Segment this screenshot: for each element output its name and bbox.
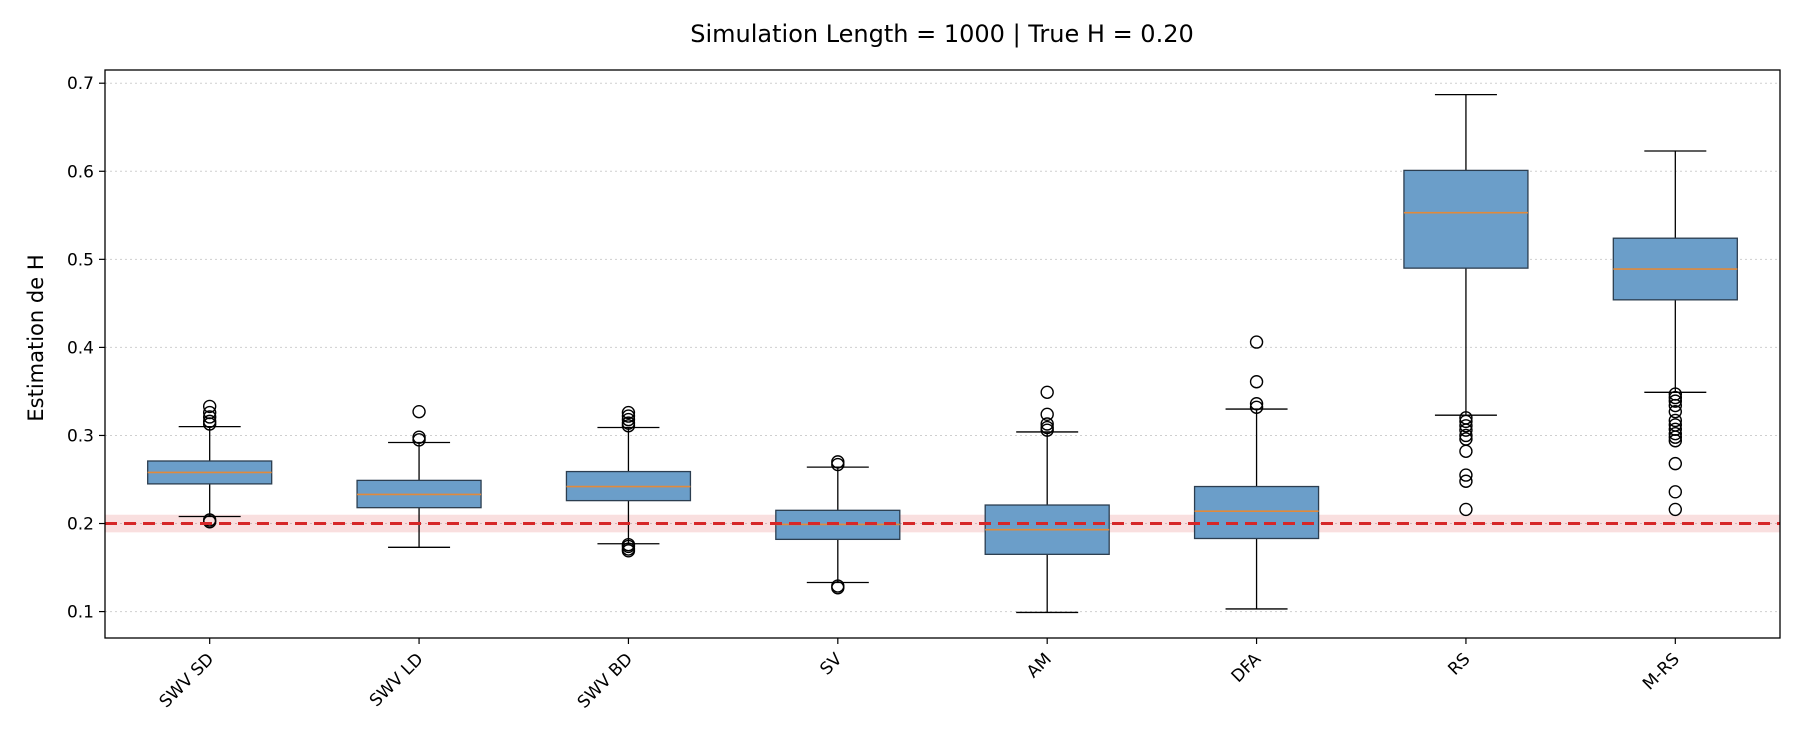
outlier-point — [1040, 417, 1054, 431]
outlier-point — [1668, 434, 1683, 448]
y-tick-label: 0.4 — [67, 338, 94, 358]
outlier-point — [621, 409, 636, 423]
outlier-point — [621, 537, 636, 552]
outlier-point — [202, 399, 217, 414]
y-tick-label: 0.2 — [67, 515, 94, 535]
outlier-point — [1249, 400, 1264, 414]
outlier-point — [1668, 394, 1683, 408]
outlier-point — [1668, 398, 1683, 413]
y-tick-label: 0.5 — [67, 250, 94, 270]
outlier-point — [1459, 419, 1473, 433]
y-axis-title: Estimation de H — [24, 254, 48, 421]
outlier-point — [1668, 404, 1683, 419]
box-iqr — [1193, 485, 1320, 540]
outlier-point — [1249, 397, 1264, 411]
y-tick-label: 0.6 — [67, 162, 94, 182]
x-tick-label: SWV SD — [156, 649, 219, 712]
outlier-point — [1040, 385, 1054, 400]
outlier-point — [1668, 502, 1683, 517]
outlier-point — [1459, 444, 1473, 459]
outlier-point — [412, 430, 426, 444]
outlier-point — [831, 579, 845, 593]
outlier-point — [1249, 375, 1264, 389]
plot-frame — [104, 69, 1781, 639]
y-tick-label: 0.1 — [67, 603, 94, 623]
outlier-point — [202, 410, 217, 424]
outlier-point — [1668, 430, 1683, 444]
x-tick-label: DFA — [1228, 649, 1266, 687]
outlier-point — [1040, 420, 1054, 435]
plot-area: 0.1 0.2 0.3 0.4 0.5 0.6 0.7 SWV SD SWV LD SWV BD S… — [67, 69, 1781, 713]
outlier-point — [1668, 426, 1683, 441]
outlier-point — [621, 405, 636, 420]
outlier-point — [1459, 474, 1473, 488]
outlier-point — [1459, 468, 1473, 482]
outlier-point — [1459, 414, 1473, 429]
outlier-point — [1668, 390, 1683, 405]
x-tick-label: RS — [1444, 649, 1474, 679]
x-tick-label: SWV LD — [366, 649, 428, 711]
outlier-point — [621, 412, 636, 427]
x-tick-label: SWV BD — [574, 649, 637, 712]
outlier-point — [1249, 335, 1264, 349]
outlier-point — [1459, 423, 1473, 437]
outlier-point — [1668, 456, 1683, 471]
y-tick-label: 0.7 — [67, 74, 94, 94]
outlier-point — [1040, 407, 1054, 422]
outlier-point — [202, 405, 217, 420]
box-iqr — [1403, 169, 1529, 269]
outlier-point — [621, 416, 636, 430]
x-tick-label: AM — [1023, 649, 1056, 682]
y-tick-label: 0.3 — [67, 426, 94, 446]
outlier-point — [202, 414, 217, 429]
outlier-point — [831, 455, 845, 469]
x-tick-label: SV — [816, 649, 846, 679]
outlier-point — [202, 515, 217, 529]
outlier-point — [1668, 413, 1683, 428]
outlier-point — [1459, 428, 1473, 443]
x-tick-label: M-RS — [1639, 649, 1684, 694]
outlier-point — [412, 404, 426, 419]
outlier-point — [1459, 502, 1473, 517]
chart-title: Simulation Length = 1000 | True H = 0.20 — [690, 20, 1194, 48]
outlier-point — [1668, 485, 1683, 499]
